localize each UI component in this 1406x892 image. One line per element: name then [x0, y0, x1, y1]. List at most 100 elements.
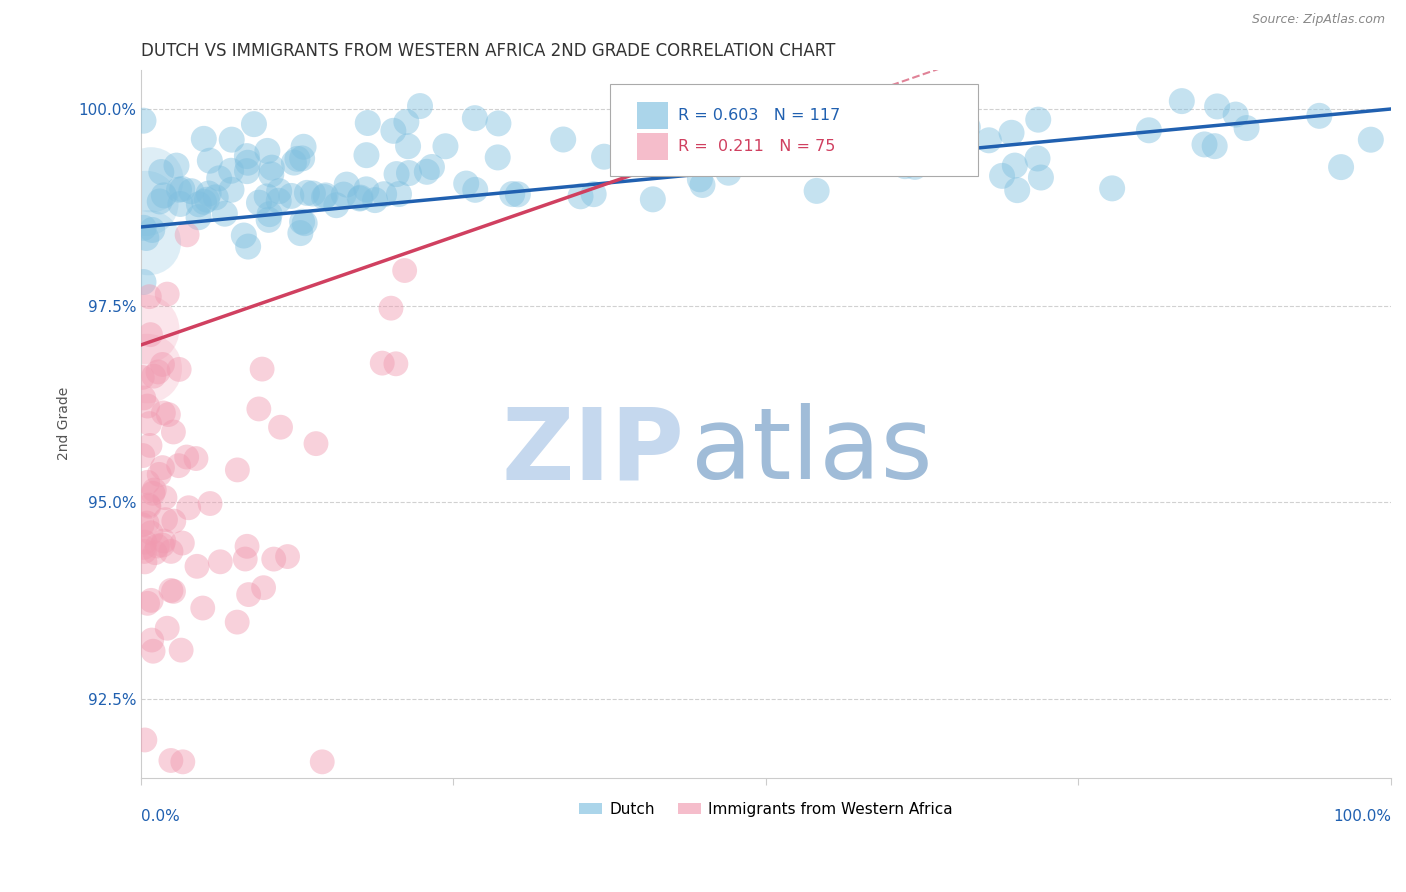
Point	[134, 535, 156, 549]
Point	[143, 546, 166, 560]
Point	[149, 194, 172, 209]
Point	[991, 169, 1014, 183]
Point	[156, 287, 179, 301]
Point	[162, 425, 184, 439]
Point	[170, 643, 193, 657]
Point	[395, 115, 418, 129]
Text: 0.0%: 0.0%	[141, 809, 180, 824]
Point	[221, 183, 243, 197]
Point	[922, 109, 945, 123]
Point	[139, 173, 162, 187]
Point	[134, 555, 156, 569]
Point	[1194, 137, 1216, 152]
Point	[150, 165, 173, 179]
Point	[357, 116, 380, 130]
Point	[356, 182, 378, 196]
Point	[186, 559, 208, 574]
Point	[1308, 109, 1330, 123]
Point	[135, 231, 157, 245]
Point	[398, 166, 420, 180]
Point	[371, 356, 394, 370]
Point	[163, 514, 186, 528]
Point	[152, 406, 174, 420]
Point	[160, 754, 183, 768]
Point	[138, 417, 160, 431]
Point	[247, 195, 270, 210]
Point	[641, 192, 664, 206]
Point	[394, 263, 416, 277]
Bar	[637, 103, 668, 129]
Point	[311, 755, 333, 769]
Point	[464, 111, 486, 125]
Point	[139, 438, 162, 452]
Point	[142, 369, 165, 384]
Text: DUTCH VS IMMIGRANTS FROM WESTERN AFRICA 2ND GRADE CORRELATION CHART: DUTCH VS IMMIGRANTS FROM WESTERN AFRICA …	[141, 42, 835, 60]
Point	[977, 133, 1000, 147]
Point	[172, 755, 194, 769]
Point	[569, 189, 592, 203]
Point	[936, 106, 959, 120]
Point	[325, 198, 347, 212]
Point	[582, 187, 605, 202]
Point	[416, 165, 439, 179]
Point	[243, 117, 266, 131]
Point	[187, 197, 209, 211]
Point	[1360, 133, 1382, 147]
Point	[290, 226, 312, 240]
Point	[259, 207, 281, 221]
Point	[191, 601, 214, 615]
Point	[332, 187, 354, 202]
Point	[176, 227, 198, 242]
Point	[184, 451, 207, 466]
Point	[146, 539, 169, 553]
Point	[506, 187, 529, 202]
Point	[153, 491, 176, 505]
Point	[501, 187, 523, 202]
Point	[385, 167, 408, 181]
Point	[204, 190, 226, 204]
Point	[209, 555, 232, 569]
Point	[167, 458, 190, 473]
Point	[236, 239, 259, 253]
Point	[1026, 152, 1049, 166]
Point	[152, 538, 174, 552]
Bar	[637, 133, 668, 160]
Point	[1236, 121, 1258, 136]
Point	[139, 525, 162, 540]
Point	[260, 161, 283, 175]
Point	[157, 408, 180, 422]
Point	[1137, 123, 1160, 137]
Point	[152, 358, 174, 372]
Point	[349, 192, 371, 206]
Point	[177, 500, 200, 515]
Point	[232, 228, 254, 243]
Point	[292, 140, 315, 154]
Point	[890, 136, 912, 151]
Point	[142, 644, 165, 658]
Point	[233, 552, 256, 566]
Point	[912, 99, 935, 113]
Point	[136, 516, 159, 530]
Point	[176, 450, 198, 464]
Point	[420, 160, 443, 174]
Point	[593, 150, 616, 164]
Point	[208, 171, 231, 186]
Point	[136, 475, 159, 490]
Point	[1029, 170, 1052, 185]
Point	[396, 139, 419, 153]
Point	[388, 187, 411, 202]
Text: atlas: atlas	[690, 403, 932, 500]
Point	[141, 633, 163, 648]
Text: R =  0.211   N = 75: R = 0.211 N = 75	[679, 138, 835, 153]
Point	[197, 186, 219, 201]
Point	[193, 132, 215, 146]
Point	[141, 593, 163, 607]
Point	[146, 365, 169, 379]
Point	[267, 194, 290, 208]
Point	[187, 211, 209, 225]
Point	[952, 142, 974, 156]
Point	[138, 498, 160, 512]
Point	[689, 172, 711, 186]
Point	[132, 449, 155, 463]
Legend: Dutch, Immigrants from Western Africa: Dutch, Immigrants from Western Africa	[572, 796, 959, 823]
